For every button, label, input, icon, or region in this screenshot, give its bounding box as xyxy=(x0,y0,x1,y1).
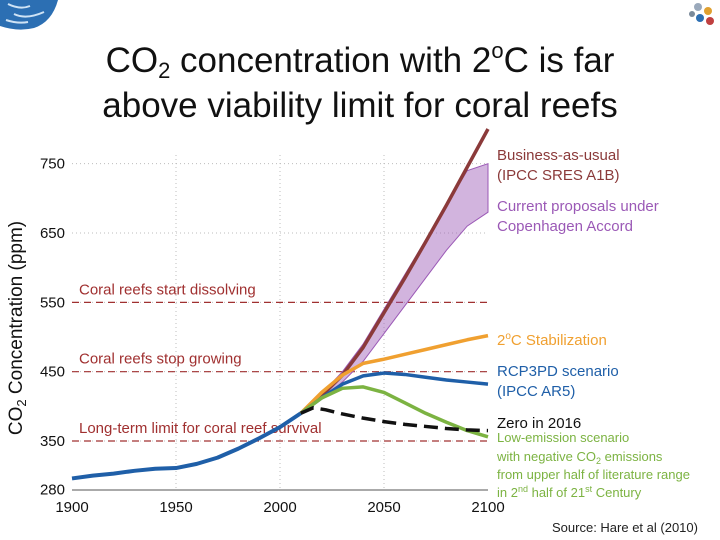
label-low-emission-line4: in 2nd half of 21st Century xyxy=(497,484,642,500)
series-line-bau xyxy=(299,128,490,415)
copenhagen-band-area xyxy=(300,162,489,414)
molecule-logo xyxy=(689,3,714,25)
label-business-as-usual: Business-as-usual (IPCC SRES A1B) xyxy=(497,147,620,184)
slide-title: CO2 concentration with 2oC is far above … xyxy=(102,38,618,126)
x-tick-label: 1900 xyxy=(55,499,88,516)
series-line-zero2016 xyxy=(300,405,489,433)
threshold-lines: Coral reefs start dissolving Coral reefs … xyxy=(72,281,488,442)
label-zero-2016: Zero in 2016 xyxy=(497,415,581,432)
source-note: Source: Hare et al (2010) xyxy=(552,520,698,535)
history-line xyxy=(71,411,302,481)
y-tick-label: 550 xyxy=(40,294,65,311)
label-low-emission-line2: with negative CO2 emissions xyxy=(496,449,663,466)
label-rcp3pd: RCP3PD scenario (IPCC AR5) xyxy=(497,363,619,400)
globe-puzzle-logo xyxy=(0,0,58,30)
threshold-label: Coral reefs stop growing xyxy=(79,351,242,368)
threshold-label: Coral reefs start dissolving xyxy=(79,281,256,298)
series-line-stab2c xyxy=(299,333,489,415)
y-tick-label: 750 xyxy=(40,156,65,173)
y-tick-label: 450 xyxy=(40,364,65,381)
threshold-label: Long-term limit for coral reef survival xyxy=(79,420,322,437)
label-low-emission-line3: from upper half of literature range xyxy=(497,467,690,482)
x-tick-label: 2050 xyxy=(367,499,400,516)
label-low-emission: Low-emission scenario xyxy=(497,430,629,445)
series-labels: Business-as-usual (IPCC SRES A1B) Current … xyxy=(496,147,690,500)
x-tick-label: 2000 xyxy=(263,499,296,516)
chart-grid xyxy=(72,155,488,490)
y-axis-label: CO2 Concentration (ppm) xyxy=(6,221,29,435)
y-tick-label: 280 xyxy=(40,482,65,499)
x-tick-label: 1950 xyxy=(159,499,192,516)
x-tick-label: 2100 xyxy=(471,499,504,516)
label-copenhagen: Current proposals under Copenhagen Accord xyxy=(497,198,659,235)
label-2c-stabilization: 2oC Stabilization xyxy=(497,331,607,349)
scenario-lines xyxy=(71,128,490,481)
copenhagen-band xyxy=(300,162,489,414)
series-line-rcp3pd xyxy=(299,371,489,415)
series-line-lowemission xyxy=(299,385,489,439)
y-tick-label: 650 xyxy=(40,225,65,242)
axes: 1900 1950 2000 2050 2100 280 350 450 550 650 750 CO… xyxy=(6,156,505,516)
y-tick-label: 350 xyxy=(40,433,65,450)
